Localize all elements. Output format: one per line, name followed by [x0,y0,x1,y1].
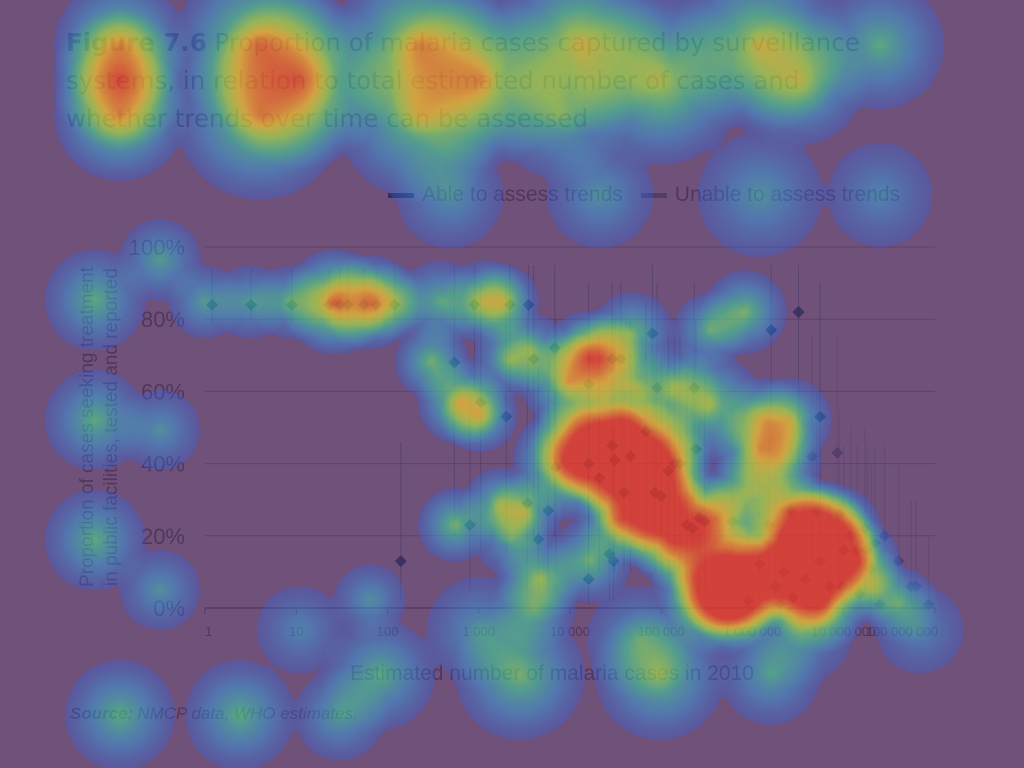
marker-able-to-assess [608,453,621,466]
gridlines [205,246,935,537]
marker-able-to-assess [474,396,487,409]
marker-able-to-assess [614,352,627,365]
marker-able-to-assess [582,573,595,586]
marker-able-to-assess [522,298,535,311]
marker-able-to-assess [582,378,595,391]
y-tick-label: 40% [141,452,185,477]
marker-unable-to-assess [831,446,844,459]
y-tick-label: 60% [141,379,185,404]
x-tick-label: 10 000 [550,624,590,639]
x-tick-label: 100 000 [638,624,685,639]
x-tick-label: 1 000 [462,624,495,639]
marker-able-to-assess [394,555,407,568]
marker-able-to-assess [548,342,561,355]
marker-able-to-assess [206,298,219,311]
x-tick-label: 100 [377,624,399,639]
marker-able-to-assess [639,425,652,438]
y-tick-label: 80% [141,307,185,332]
marker-able-to-assess [689,443,702,456]
marker-able-to-assess [245,298,258,311]
marker-unable-to-assess [823,580,836,593]
source-note: Source: NMCP data, WHO estimates. [70,704,358,724]
marker-unable-to-assess [858,522,871,535]
marker-able-to-assess [606,439,619,452]
marker-unable-to-assess [762,518,775,531]
marker-able-to-assess [521,497,534,510]
marker-able-to-assess [468,298,481,311]
x-tick-label: 10 [289,624,303,639]
marker-unable-to-assess [784,504,797,517]
source-text: NMCP data, WHO estimates. [137,704,358,723]
marker-able-to-assess [323,298,336,311]
marker-able-to-assess [624,450,637,463]
y-tick-label: 0% [153,596,185,621]
marker-able-to-assess [448,356,461,369]
marker-unable-to-assess [787,591,800,604]
marker-able-to-assess [582,457,595,470]
x-tick-label: 100 000 000 [866,624,938,639]
x-axis-label: Estimated number of malaria cases in 201… [350,662,754,685]
marker-unable-to-assess [844,529,857,542]
y-tick-label: 20% [141,524,185,549]
marker-able-to-assess [549,461,562,474]
marker-able-to-assess [463,518,476,531]
marker-unable-to-assess [726,515,739,528]
marker-unable-to-assess [892,555,905,568]
marker-unable-to-assess [742,594,755,607]
marker-able-to-assess [357,298,370,311]
marker-able-to-assess [500,410,513,423]
marker-able-to-assess [286,298,299,311]
marker-able-to-assess [688,381,701,394]
x-tick-label: 1 000 000 [724,624,782,639]
y-tick-label: 100% [129,235,185,260]
data-markers [206,298,935,611]
marker-unable-to-assess [853,587,866,600]
marker-able-to-assess [792,305,805,318]
marker-able-to-assess [617,486,630,499]
marker-able-to-assess [342,298,355,311]
marker-unable-to-assess [799,573,812,586]
marker-able-to-assess [370,298,383,311]
marker-unable-to-assess [753,558,766,571]
x-tick-label: 1 [205,624,212,639]
marker-able-to-assess [542,504,555,517]
marker-able-to-assess [593,472,606,485]
source-prefix: Source: [70,704,134,723]
marker-able-to-assess [765,324,778,337]
marker-unable-to-assess [835,580,848,593]
marker-able-to-assess [388,298,401,311]
